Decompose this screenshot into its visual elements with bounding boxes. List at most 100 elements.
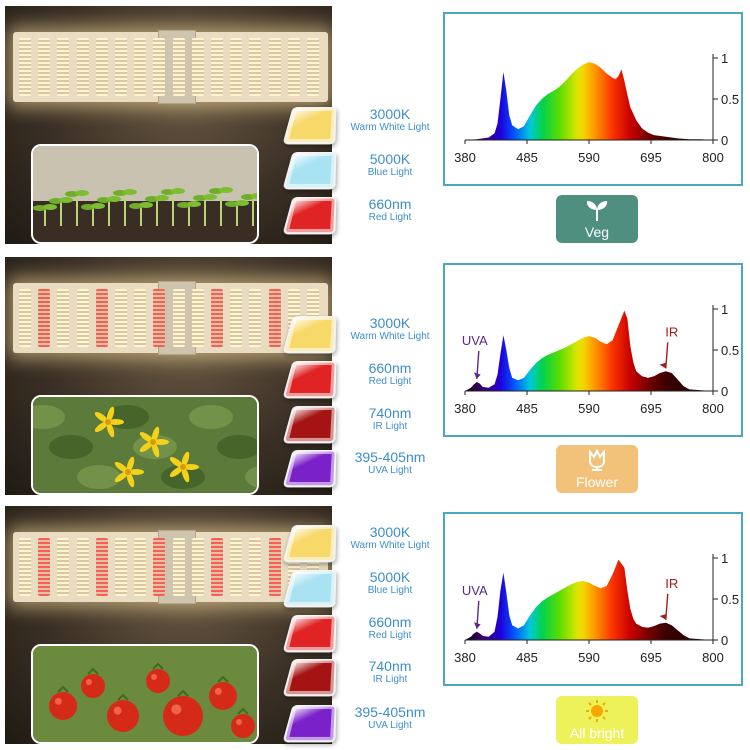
mode-badge-flower[interactable]: Flower bbox=[556, 445, 638, 493]
led-strip bbox=[134, 38, 147, 96]
x-tick-label: 800 bbox=[702, 401, 724, 416]
flower-petal bbox=[114, 471, 129, 482]
led-strip bbox=[191, 38, 204, 96]
led-strip bbox=[134, 538, 147, 596]
flower-petal bbox=[106, 406, 115, 423]
led-strip bbox=[134, 289, 147, 347]
led-chip-swatch bbox=[282, 107, 337, 145]
sun-icon bbox=[586, 700, 608, 722]
leaf bbox=[245, 466, 257, 488]
chip-description: Red Light bbox=[368, 376, 412, 387]
seedling-leaf bbox=[155, 195, 169, 201]
seedling-leaf bbox=[139, 202, 153, 208]
chip-description: Warm White Light bbox=[350, 540, 430, 551]
flower-petal bbox=[181, 466, 190, 483]
flower-center bbox=[125, 469, 131, 475]
x-tick-label: 380 bbox=[454, 401, 476, 416]
seedlings-photo bbox=[31, 144, 259, 244]
tomato bbox=[231, 714, 255, 738]
led-chip-swatch bbox=[282, 525, 337, 563]
chip-name: 5000K bbox=[369, 569, 411, 585]
chip-item: 3000K Warm White Light bbox=[282, 313, 446, 357]
led-strip bbox=[95, 538, 108, 596]
tomato-highlight bbox=[54, 697, 62, 705]
led-strip bbox=[115, 289, 127, 347]
leaf bbox=[33, 405, 65, 429]
led-chip-swatch bbox=[282, 361, 337, 399]
led-strip bbox=[115, 38, 127, 96]
seedling-leaf bbox=[107, 196, 121, 202]
flower-center bbox=[150, 439, 156, 445]
plant-illustration bbox=[33, 646, 257, 742]
grow-light-photo bbox=[5, 506, 332, 744]
grow-light-photo bbox=[5, 6, 332, 244]
tomato-stem bbox=[57, 685, 69, 693]
flower-petal bbox=[181, 451, 190, 468]
mode-badge-all-bright[interactable]: All bright bbox=[556, 696, 638, 744]
led-strip bbox=[249, 38, 262, 96]
led-strip bbox=[211, 289, 223, 347]
chip-item: 660nm Red Light bbox=[282, 194, 446, 238]
led-strip bbox=[57, 289, 70, 347]
spectrum-area bbox=[465, 559, 713, 640]
chip-item: 395-405nm UVA Light bbox=[282, 447, 446, 491]
flower-petal bbox=[108, 419, 124, 425]
annotation-arrowhead bbox=[473, 372, 481, 379]
led-fixture bbox=[13, 530, 328, 604]
chip-description: Warm White Light bbox=[350, 122, 430, 133]
y-tick-label: 0.5 bbox=[721, 343, 739, 358]
x-tick-label: 695 bbox=[640, 401, 662, 416]
y-tick-label: 1 bbox=[721, 51, 728, 66]
led-strip bbox=[38, 38, 51, 96]
y-tick-label: 0 bbox=[721, 133, 728, 148]
tomato bbox=[49, 692, 77, 720]
led-strip bbox=[230, 538, 243, 596]
led-strip bbox=[38, 538, 51, 596]
chip-description: UVA Light bbox=[368, 720, 412, 731]
seedling-leaf bbox=[75, 190, 89, 196]
annotation-arrowhead bbox=[659, 362, 667, 369]
seedling-leaf bbox=[123, 189, 137, 195]
chip-item: 3000K Warm White Light bbox=[282, 104, 446, 148]
tomato bbox=[107, 700, 139, 732]
spectrum-plot: 380 485 590 695 800 0 0.5 1 UVA IR bbox=[454, 302, 739, 416]
annotation-label: IR bbox=[665, 324, 678, 339]
flower-petal bbox=[126, 456, 135, 473]
flower-petal bbox=[151, 426, 160, 443]
chip-name: 740nm bbox=[368, 658, 412, 674]
tomato bbox=[81, 674, 105, 698]
led-strip bbox=[172, 538, 185, 596]
chip-description: IR Light bbox=[372, 674, 408, 685]
flower-center bbox=[180, 464, 186, 470]
led-strip bbox=[57, 38, 70, 96]
chip-name: 740nm bbox=[368, 405, 412, 421]
led-strip bbox=[95, 38, 108, 96]
chip-name: 5000K bbox=[369, 151, 411, 167]
led-strip bbox=[19, 38, 31, 96]
seedling-leaf bbox=[203, 194, 217, 200]
led-chip-swatch bbox=[282, 570, 337, 608]
spectrum-chart: 380 485 590 695 800 0 0.5 1 bbox=[443, 12, 743, 186]
chip-name: 395-405nm bbox=[354, 449, 426, 465]
led-chip-swatch bbox=[282, 659, 337, 697]
annotation-label: UVA bbox=[462, 583, 488, 598]
led-strip bbox=[249, 538, 262, 596]
tomato-highlight bbox=[236, 719, 242, 725]
row-veg: 3000K Warm White Light 5000K Blue Light … bbox=[0, 4, 750, 248]
flower-petal bbox=[106, 421, 115, 438]
spectrum-plot: 380 485 590 695 800 0 0.5 1 bbox=[454, 51, 739, 165]
chip-item: 660nm Red Light bbox=[282, 612, 446, 656]
mode-badge-veg[interactable]: Veg bbox=[556, 195, 638, 243]
x-tick-label: 590 bbox=[578, 150, 600, 165]
leaf bbox=[77, 465, 121, 489]
led-strip bbox=[19, 538, 31, 596]
seedling-leaf bbox=[43, 204, 57, 210]
flower-center bbox=[105, 419, 111, 425]
led-chip-swatch bbox=[282, 450, 337, 488]
y-tick-label: 0.5 bbox=[721, 92, 739, 107]
tomato bbox=[209, 682, 237, 710]
chip-description: UVA Light bbox=[368, 465, 412, 476]
leaf bbox=[49, 435, 93, 459]
leaf bbox=[161, 465, 205, 489]
led-chip-swatch bbox=[282, 705, 337, 743]
